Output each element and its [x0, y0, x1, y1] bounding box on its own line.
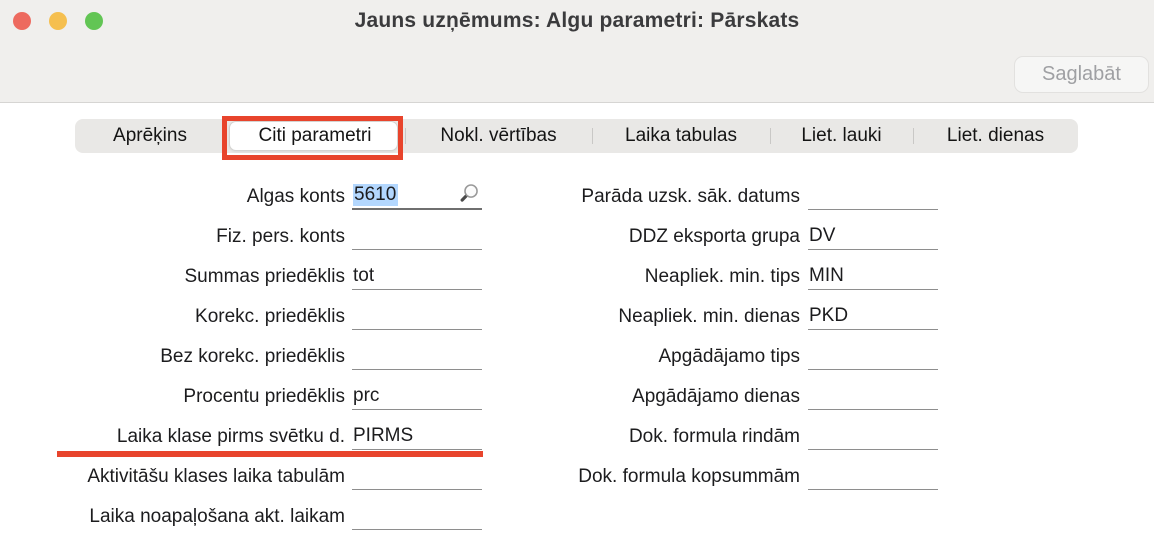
field-label: Summas priedēklis — [184, 266, 346, 287]
field-label: Procentu priedēklis — [183, 386, 345, 407]
tab-bar: Aprēķins Citi parametri Nokl. vērtības L… — [75, 119, 1078, 153]
form-row: Parāda uzsk. sāk. datums — [520, 175, 938, 215]
neapliek-min-dienas-field[interactable]: PKD — [808, 297, 938, 330]
parada-uzsk-datums-field[interactable] — [808, 177, 938, 210]
field-label: Dok. formula kopsummām — [578, 466, 800, 487]
form-column-right: Parāda uzsk. sāk. datums DDZ eksporta gr… — [520, 175, 938, 495]
tab-label: Laika tabulas — [625, 125, 737, 146]
field-label: Parāda uzsk. sāk. datums — [581, 186, 800, 207]
window-title: Jauns uzņēmums: Algu parametri: Pārskats — [354, 9, 800, 32]
zoom-button[interactable] — [85, 12, 103, 30]
form-row: Algas konts 5610 — [20, 175, 482, 215]
field-label: Laika klase pirms svētku d. — [116, 426, 345, 447]
field-value: 5610 — [353, 184, 399, 206]
form-row: Neapliek. min. dienas PKD — [520, 295, 938, 335]
traffic-lights — [13, 12, 103, 30]
tab-label: Nokl. vērtības — [440, 125, 557, 146]
tab-liet-lauki[interactable]: Liet. lauki — [770, 119, 913, 153]
form-column-left: Algas konts 5610 Fiz. pers. konts Summas… — [20, 175, 482, 535]
search-icon[interactable] — [458, 183, 480, 205]
procentu-prefikss-field[interactable]: prc — [352, 377, 482, 410]
field-label: Korekc. priedēklis — [195, 306, 345, 327]
field-label: Apgādājamo dienas — [632, 386, 800, 407]
form-row: Dok. formula rindām — [520, 415, 938, 455]
form-row: Laika klase pirms svētku d. PIRMS — [20, 415, 482, 455]
form-row: Korekc. priedēklis — [20, 295, 482, 335]
form-row: DDZ eksporta grupa DV — [520, 215, 938, 255]
field-label: DDZ eksporta grupa — [628, 226, 800, 247]
tab-label: Citi parametri — [258, 125, 372, 146]
minimize-button[interactable] — [49, 12, 67, 30]
field-value: prc — [353, 385, 380, 407]
form-row: Neapliek. min. tips MIN — [520, 255, 938, 295]
aktivitasu-klases-field[interactable] — [352, 457, 482, 490]
tab-liet-dienas[interactable]: Liet. dienas — [913, 119, 1078, 153]
tab-label: Aprēķins — [113, 125, 187, 146]
field-value: tot — [353, 265, 375, 287]
close-button[interactable] — [13, 12, 31, 30]
form-row: Summas priedēklis tot — [20, 255, 482, 295]
tab-nokl-vertibas[interactable]: Nokl. vērtības — [405, 119, 592, 153]
form-row: Apgādājamo dienas — [520, 375, 938, 415]
ddz-eksporta-grupa-field[interactable]: DV — [808, 217, 938, 250]
field-value: MIN — [809, 265, 844, 287]
field-label: Algas konts — [246, 186, 345, 207]
field-value: PKD — [809, 305, 849, 327]
form-row: Dok. formula kopsummām — [520, 455, 938, 495]
form-row: Aktivitāšu klases laika tabulām — [20, 455, 482, 495]
algas-konts-field[interactable]: 5610 — [352, 177, 482, 210]
neapliek-min-tips-field[interactable]: MIN — [808, 257, 938, 290]
form-row: Apgādājamo tips — [520, 335, 938, 375]
window-titlebar: Jauns uzņēmums: Algu parametri: Pārskats… — [0, 0, 1154, 103]
field-label: Bez korekc. priedēklis — [160, 346, 345, 367]
laika-noapalosana-field[interactable] — [352, 497, 482, 530]
apgadajamo-dienas-field[interactable] — [808, 377, 938, 410]
field-label: Aktivitāšu klases laika tabulām — [87, 466, 345, 487]
dok-formula-kopsummam-field[interactable] — [808, 457, 938, 490]
field-label: Fiz. pers. konts — [216, 226, 345, 247]
field-label: Dok. formula rindām — [628, 426, 800, 447]
field-label: Apgādājamo tips — [658, 346, 800, 367]
form-row: Bez korekc. priedēklis — [20, 335, 482, 375]
save-button[interactable]: Saglabāt — [1014, 56, 1149, 93]
tab-laika-tabulas[interactable]: Laika tabulas — [592, 119, 770, 153]
tab-aprekins[interactable]: Aprēķins — [75, 119, 225, 153]
fiz-pers-konts-field[interactable] — [352, 217, 482, 250]
form-row: Laika noapaļošana akt. laikam — [20, 495, 482, 535]
summas-prefikss-field[interactable]: tot — [352, 257, 482, 290]
form-row: Procentu priedēklis prc — [20, 375, 482, 415]
korekc-prefikss-field[interactable] — [352, 297, 482, 330]
tab-citi-parametri[interactable]: Citi parametri — [225, 119, 405, 153]
field-label: Neapliek. min. tips — [644, 266, 800, 287]
apgadajamo-tips-field[interactable] — [808, 337, 938, 370]
laika-klase-pirms-svetku-field[interactable]: PIRMS — [352, 417, 482, 450]
tab-label: Liet. dienas — [946, 125, 1045, 146]
field-value: DV — [809, 225, 836, 247]
bez-korekc-prefikss-field[interactable] — [352, 337, 482, 370]
form-row: Fiz. pers. konts — [20, 215, 482, 255]
field-label: Neapliek. min. dienas — [618, 306, 800, 327]
field-value: PIRMS — [353, 425, 414, 447]
tab-label: Liet. lauki — [801, 125, 882, 146]
dok-formula-rindam-field[interactable] — [808, 417, 938, 450]
field-label: Laika noapaļošana akt. laikam — [89, 506, 345, 527]
